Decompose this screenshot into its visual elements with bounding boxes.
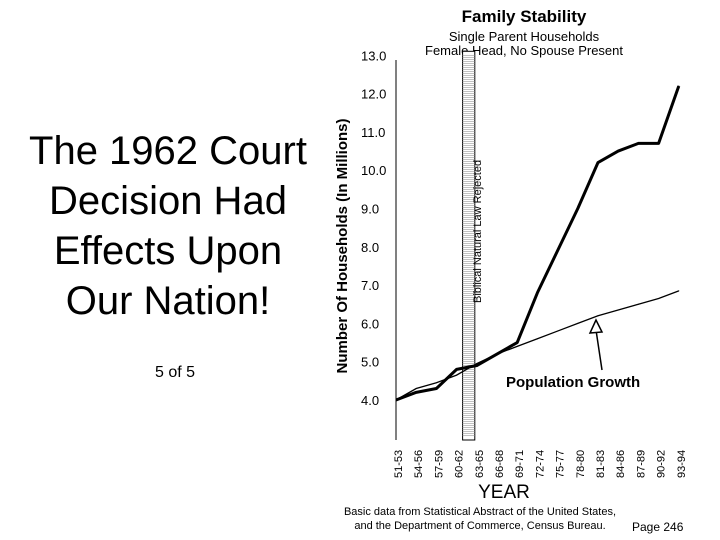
x-tick-label: 78-80: [575, 450, 587, 478]
chart-title: Family Stability: [462, 7, 587, 26]
y-tick-label: 8.0: [361, 240, 379, 255]
series-1-point: [637, 142, 639, 144]
series-2-point: [658, 298, 660, 300]
y-tick-label: 6.0: [361, 316, 379, 331]
series-1-point: [597, 162, 599, 164]
x-tick-label: 90-92: [656, 450, 668, 478]
x-tick-label: 69-71: [514, 450, 526, 478]
x-tick-label: 84-86: [615, 450, 627, 478]
series-2-point: [577, 322, 579, 324]
series-1-point: [516, 342, 518, 344]
y-tick-label: 12.0: [361, 87, 386, 102]
series-2-point: [597, 315, 599, 317]
slide-counter: 5 of 5: [154, 364, 196, 381]
series-2-point: [496, 353, 498, 355]
x-tick-label: 66-68: [494, 450, 506, 478]
series-1-point: [577, 208, 579, 209]
event-marker-hatch: [462, 54, 475, 436]
x-tick-label: 51-53: [393, 450, 405, 478]
series-2-point: [516, 345, 518, 347]
series-2-point: [637, 303, 639, 305]
y-tick-label: 5.0: [361, 355, 379, 370]
series-points: [395, 85, 680, 401]
series-2-point: [617, 309, 619, 311]
series-1-point: [435, 388, 437, 390]
series-1-point: [658, 142, 660, 144]
series-2-point: [415, 388, 417, 390]
population-growth-arrow: [588, 318, 604, 371]
series-2-point: [435, 382, 437, 384]
x-tick-label: 63-65: [474, 450, 486, 478]
source-note-line-2: and the Department of Commerce, Census B…: [354, 520, 605, 532]
y-tick-label: 13.0: [361, 48, 386, 63]
series-2-point: [476, 363, 478, 365]
y-tick-label: 7.0: [361, 278, 379, 293]
y-tick-label: 10.0: [361, 163, 386, 178]
series-1-point: [456, 368, 458, 370]
series-1-point: [536, 292, 538, 294]
series-1-point: [415, 391, 417, 393]
y-tick-label: 4.0: [361, 393, 379, 408]
series-2-point: [557, 330, 559, 332]
event-marker-label: Biblical Natural Law Rejected: [472, 160, 484, 303]
y-tick-label: 11.0: [361, 125, 385, 140]
series-2-point: [456, 374, 458, 376]
chart-subtitle-line-2: Female Head, No Spouse Present: [425, 43, 623, 58]
x-axis-label: YEAR: [478, 482, 530, 503]
chart-subtitle-line-1: Single Parent Households: [449, 29, 600, 44]
y-tick-labels: 4.0 5.0 6.0 7.0 8.0 9.0 10.0 11.0 12.0 13.0: [361, 48, 386, 408]
x-tick-label: 72-74: [534, 450, 546, 478]
y-axis-label: Number Of Households (In Millions): [334, 118, 351, 373]
y-tick-label: 9.0: [361, 202, 379, 217]
x-tick-label: 93-94: [676, 450, 688, 478]
slide-title: The 1962 Court Decision Had Effects Upon…: [29, 129, 307, 323]
series-2-point: [395, 399, 397, 401]
series-2-point: [678, 290, 680, 292]
series-1-point: [557, 250, 559, 252]
x-tick-label: 57-59: [433, 450, 445, 478]
event-marker-band: [462, 50, 476, 441]
x-tick-label: 54-56: [413, 450, 425, 478]
page-number: Page 246: [632, 520, 684, 534]
series-1-point: [476, 365, 478, 367]
series-2-point: [536, 338, 538, 340]
x-tick-label: 81-83: [595, 450, 607, 478]
series-single-parent-households-line: [395, 85, 681, 402]
x-tick-labels: 51-53 54-56 57-59 60-62 63-65 66-68 69-71 72-74…: [393, 450, 688, 478]
x-tick-label: 87-89: [635, 450, 647, 478]
x-tick-label: 60-62: [454, 450, 466, 478]
x-tick-label: 75-77: [555, 450, 567, 478]
source-note-line-1: Basic data from Statistical Abstract of …: [344, 506, 616, 518]
series-1-point: [678, 85, 680, 87]
series-1-point: [617, 150, 619, 152]
population-growth-label: Population Growth: [506, 374, 640, 391]
